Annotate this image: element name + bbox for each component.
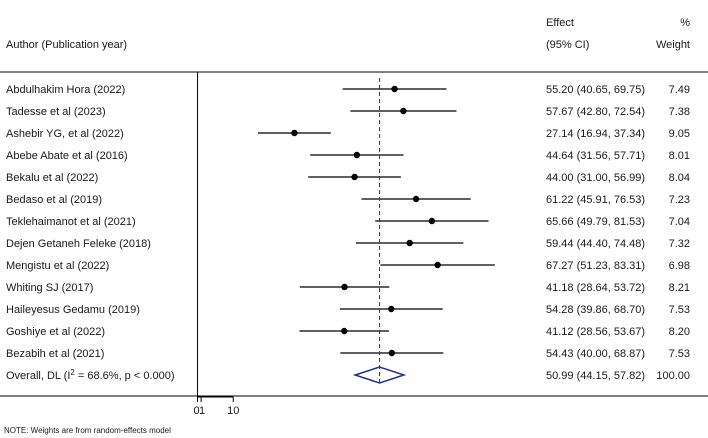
study-point — [341, 283, 348, 291]
study-label: Whiting SJ (2017) — [6, 282, 93, 294]
overall-effect-text: 50.99 (44.15, 57.82) — [546, 370, 645, 382]
study-row: Teklehaimanot et al (2021) 65.66 (49.79, … — [6, 216, 690, 228]
study-label: Mengistu et al (2022) — [6, 260, 109, 272]
study-weight-text: 8.20 — [669, 326, 690, 338]
study-label: Bezabih et al (2021) — [6, 348, 104, 360]
study-weight-text: 8.21 — [669, 282, 690, 294]
study-effect-text: 65.66 (49.79, 81.53) — [546, 216, 645, 228]
study-effect-text: 67.27 (51.23, 83.31) — [546, 260, 645, 272]
study-weight-text: 8.01 — [669, 150, 690, 162]
study-label: Bekalu et al (2022) — [6, 172, 98, 184]
x-tick-label: 10 — [227, 405, 239, 417]
study-row: Abdulhakim Hora (2022) 55.20 (40.65, 69.7… — [6, 84, 690, 96]
study-weight-text: 8.04 — [669, 172, 690, 184]
study-row: Dejen Getaneh Feleke (2018) 59.44 (44.40,… — [6, 238, 690, 250]
study-row: Bekalu et al (2022) 44.00 (31.00, 56.99) 8… — [6, 172, 690, 184]
study-label: Abebe Abate et al (2016) — [6, 150, 128, 162]
x-tick-label: 1 — [199, 405, 205, 417]
study-effect-text: 44.64 (31.56, 57.71) — [546, 150, 645, 162]
study-effect-text: 61.22 (45.91, 76.53) — [546, 194, 645, 206]
study-point — [406, 239, 413, 247]
study-point — [388, 305, 395, 313]
study-weight-text: 7.53 — [669, 304, 690, 316]
study-effect-text: 41.18 (28.64, 53.72) — [546, 282, 645, 294]
study-label: Bedaso et al (2019) — [6, 194, 102, 206]
study-row: Ashebir YG, et al (2022) 27.14 (16.94, 37… — [6, 128, 690, 140]
study-point — [341, 327, 348, 335]
x-tick-label: 0 — [193, 405, 199, 417]
study-row: Goshiye et al (2022) 41.12 (28.56, 53.67)… — [6, 326, 690, 338]
study-effect-text: 54.43 (40.00, 68.87) — [546, 348, 645, 360]
header-author-label: Author (Publication year) — [6, 39, 127, 51]
study-weight-text: 7.49 — [669, 84, 690, 96]
study-weight-text: 7.38 — [669, 106, 690, 118]
overall-label-sup: 2 — [70, 368, 75, 377]
study-row: Haileyesus Gedamu (2019) 54.28 (39.86, 68… — [6, 304, 690, 316]
study-effect-text: 27.14 (16.94, 37.34) — [546, 128, 645, 140]
study-point — [412, 195, 420, 203]
overall-weight-text: 100.00 — [656, 370, 690, 382]
study-point — [391, 85, 398, 93]
study-row: Mengistu et al (2022) 67.27 (51.23, 83.31… — [6, 260, 690, 272]
study-point — [291, 129, 298, 137]
header-ci-label: (95% CI) — [546, 39, 589, 51]
study-label: Goshiye et al (2022) — [6, 326, 105, 338]
overall-label-suffix: = 68.6%, p < 0.000) — [75, 370, 175, 382]
study-point — [434, 261, 441, 269]
study-row: Abebe Abate et al (2016) 44.64 (31.56, 57… — [6, 150, 690, 162]
study-weight-text: 7.04 — [669, 216, 690, 228]
study-effect-text: 57.67 (42.80, 72.54) — [546, 106, 645, 118]
overall-diamond — [352, 366, 407, 384]
study-point — [428, 217, 436, 225]
study-row: Bezabih et al (2021) 54.43 (40.00, 68.87)… — [6, 348, 690, 360]
overall-label: Overall, DL (I2 = 68.6%, p < 0.000) — [6, 368, 175, 382]
study-effect-text: 44.00 (31.00, 56.99) — [546, 172, 645, 184]
x-axis-ticks: 0 1 10 — [193, 397, 239, 417]
study-point — [353, 151, 361, 159]
study-effect-text: 55.20 (40.65, 69.75) — [546, 84, 645, 96]
study-effect-text: 54.28 (39.86, 68.70) — [546, 304, 645, 316]
study-point — [400, 107, 407, 115]
study-label: Haileyesus Gedamu (2019) — [6, 304, 140, 316]
study-row: Whiting SJ (2017) 41.18 (28.64, 53.72) 8.2… — [6, 282, 690, 294]
study-label: Dejen Getaneh Feleke (2018) — [6, 238, 151, 250]
header-percent-label: % — [680, 17, 690, 29]
study-effect-text: 41.12 (28.56, 53.67) — [546, 326, 645, 338]
study-label: Ashebir YG, et al (2022) — [6, 128, 124, 140]
study-weight-text: 7.23 — [669, 194, 690, 206]
study-row: Bedaso et al (2019) 61.22 (45.91, 76.53) 7… — [6, 194, 690, 206]
overall-label-prefix: Overall, DL (I — [6, 370, 70, 382]
footnote: NOTE: Weights are from random-effects mo… — [4, 426, 171, 435]
header-weight-label: Weight — [656, 39, 690, 51]
study-weight-text: 9.05 — [669, 128, 690, 140]
study-label: Tadesse et al (2023) — [6, 106, 106, 118]
study-label: Teklehaimanot et al (2021) — [6, 216, 136, 228]
study-label: Abdulhakim Hora (2022) — [6, 84, 125, 96]
study-row: Tadesse et al (2023) 57.67 (42.80, 72.54)… — [6, 106, 690, 118]
header-effect-label: Effect — [546, 17, 574, 29]
study-point — [388, 349, 396, 357]
study-effect-text: 59.44 (44.40, 74.48) — [546, 238, 645, 250]
study-weight-text: 7.32 — [669, 238, 690, 250]
study-point — [351, 173, 358, 181]
study-rows: Abdulhakim Hora (2022) 55.20 (40.65, 69.7… — [6, 84, 690, 360]
study-weight-text: 6.98 — [669, 260, 690, 272]
study-weight-text: 7.53 — [669, 348, 690, 360]
